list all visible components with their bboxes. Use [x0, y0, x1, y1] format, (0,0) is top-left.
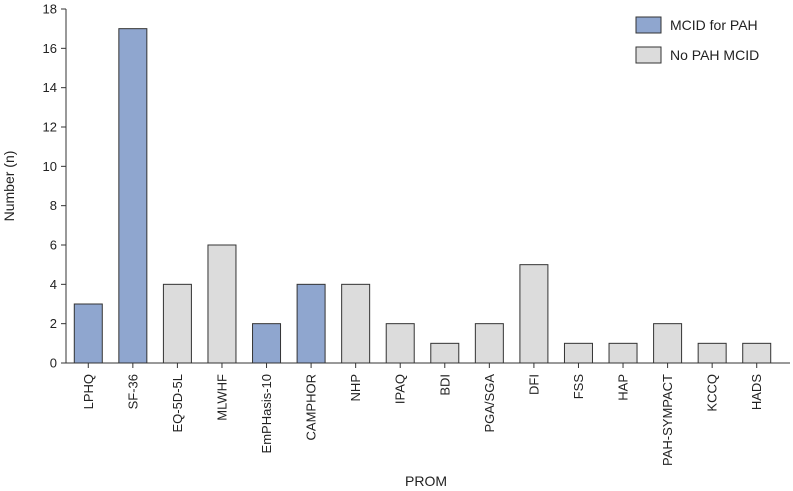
x-tick-label: EmPHasis-10 [259, 374, 274, 453]
bar [385, 323, 415, 364]
bar [474, 323, 504, 364]
bar [118, 28, 148, 364]
bar [608, 342, 638, 364]
legend: MCID for PAH No PAH MCID [635, 16, 759, 64]
x-tick-label: KCCQ [705, 374, 720, 412]
bar [341, 283, 371, 364]
bar [252, 323, 282, 364]
y-axis-ticks: 0 2 4 6 8 10 12 14 16 18 [43, 2, 66, 371]
y-tick-label: 16 [43, 41, 57, 56]
y-tick-label: 8 [50, 198, 57, 213]
x-axis-title: PROM [405, 473, 447, 489]
x-tick-label: FSS [571, 374, 586, 400]
legend-label: No PAH MCID [670, 47, 759, 63]
x-tick-label: SF-36 [125, 374, 140, 409]
bar [563, 342, 593, 364]
x-tick-label: LPHQ [81, 374, 96, 409]
y-tick-label: 18 [43, 2, 57, 17]
y-axis-title: Number (n) [1, 151, 17, 222]
y-tick-label: 10 [43, 159, 57, 174]
x-tick-label: NHP [348, 374, 363, 401]
x-tick-label: CAMPHOR [304, 374, 319, 440]
y-tick-label: 14 [43, 80, 57, 95]
bar [742, 342, 772, 364]
x-tick-label: PAH-SYMPACT [660, 374, 675, 466]
y-tick-label: 0 [50, 356, 57, 371]
x-tick-label: HADS [749, 374, 764, 410]
x-axis-ticks: LPHQ SF-36 EQ-5D-5L MLWHF EmPHasis-10 CAMPHOR… [81, 363, 764, 466]
bar [430, 342, 460, 364]
bars [73, 28, 772, 364]
y-tick-label: 2 [50, 316, 57, 331]
legend-label: MCID for PAH [670, 17, 758, 33]
bar [697, 342, 727, 364]
y-tick-label: 12 [43, 120, 57, 135]
legend-swatch [635, 16, 662, 34]
x-tick-label: IPAQ [393, 374, 408, 404]
bar [653, 323, 683, 364]
bar [207, 244, 237, 364]
x-tick-label: BDI [437, 374, 452, 396]
bar [296, 283, 326, 364]
x-tick-label: MLWHF [214, 374, 229, 421]
bar [519, 264, 549, 364]
legend-swatch [635, 46, 662, 64]
x-tick-label: PGA/SGA [482, 374, 497, 433]
y-tick-label: 6 [50, 238, 57, 253]
x-tick-label: DFI [526, 374, 541, 395]
y-tick-label: 4 [50, 277, 57, 292]
x-tick-label: HAP [616, 374, 631, 401]
bar [162, 283, 192, 364]
x-tick-label: EQ-5D-5L [170, 374, 185, 433]
bar [73, 303, 103, 364]
